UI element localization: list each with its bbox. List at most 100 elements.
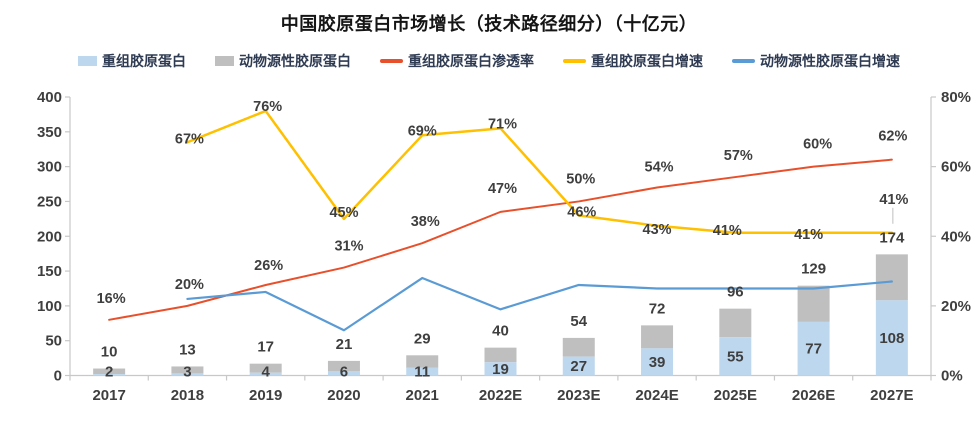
- bar-segment-label: 4: [262, 364, 271, 381]
- left-axis-tick-label: 0: [54, 368, 62, 385]
- bar-total-label: 17: [257, 339, 274, 356]
- legend-label: 重组胶原蛋白: [102, 53, 186, 69]
- line-point-label: 76%: [253, 99, 282, 115]
- right-axis-tick-label: 80%: [941, 89, 971, 106]
- line-point-label: 41%: [794, 227, 823, 243]
- x-category-label: 2024E: [635, 387, 678, 404]
- bar-segment-animal: [641, 325, 674, 349]
- bar-segment-recombinant: [562, 356, 595, 376]
- bar-segment-animal: [171, 366, 204, 374]
- bar-total-label: 29: [414, 330, 431, 347]
- bar-segment-recombinant: [641, 348, 674, 376]
- bar-segment-label: 77: [805, 341, 822, 358]
- series-line: [108, 158, 893, 321]
- legend-item-animal-growth-line: 动物源性胶原蛋白增速: [732, 51, 900, 71]
- legend-swatch-line-icon: [563, 59, 586, 63]
- bar-segment-animal: [406, 355, 439, 368]
- bar-segment-recombinant: [719, 337, 752, 376]
- chart-title: 中国胶原蛋白市场增长（技术路径细分）（十亿元）: [280, 14, 698, 34]
- right-axis-tick-label: 0%: [941, 368, 963, 385]
- x-category-label: 2021: [406, 387, 439, 404]
- bar-segment-label: 55: [727, 348, 744, 365]
- series-line: [186, 276, 893, 332]
- legend-label: 动物源性胶原蛋白: [239, 53, 351, 69]
- legend-label: 动物源性胶原蛋白增速: [760, 53, 900, 69]
- line-point-label: 26%: [254, 258, 283, 274]
- line-point-label: 31%: [334, 239, 363, 255]
- line-point-label: 16%: [97, 291, 126, 307]
- bar-segment-label: 6: [340, 364, 348, 381]
- line-point-label: 54%: [645, 160, 674, 176]
- right-axis-tick-label: 60%: [941, 159, 971, 176]
- bar-total-label: 129: [801, 261, 826, 278]
- bar-total-label: 96: [727, 284, 744, 301]
- x-category-label: 2025E: [714, 387, 757, 404]
- bar-segment-animal: [797, 285, 830, 322]
- x-category-label: 2020: [327, 387, 360, 404]
- chart-legend: 重组胶原蛋白 动物源性胶原蛋白 重组胶原蛋白渗透率 重组胶原蛋白增速 动物源性胶…: [0, 51, 978, 71]
- bar-segment-label: 39: [649, 354, 666, 371]
- left-axis-tick-label: 100: [37, 298, 62, 315]
- bar-segment-animal: [875, 254, 908, 301]
- bar-segment-recombinant: [875, 300, 908, 376]
- left-axis-tick-label: 250: [37, 193, 62, 210]
- bar-segment-animal: [249, 363, 282, 373]
- legend-swatch-bar-icon: [78, 56, 97, 66]
- x-category-label: 2019: [249, 387, 282, 404]
- line-point-label: 47%: [488, 181, 517, 197]
- bar-total-label: 40: [492, 323, 509, 340]
- bar-segment-recombinant: [327, 371, 360, 376]
- bar-segment-recombinant: [406, 367, 439, 376]
- bar-segment-animal: [484, 347, 517, 363]
- legend-label: 重组胶原蛋白增速: [591, 53, 703, 69]
- line-point-label: 62%: [878, 129, 907, 145]
- legend-item-animal-bar: 动物源性胶原蛋白: [215, 51, 351, 71]
- legend-swatch-line-icon: [380, 59, 403, 63]
- bar-segment-recombinant: [797, 321, 830, 376]
- line-point-label: 60%: [803, 137, 832, 153]
- bar-segment-recombinant: [93, 374, 126, 376]
- x-category-label: 2027E: [870, 387, 913, 404]
- bar-segment-animal: [719, 308, 752, 338]
- bar-total-label: 54: [570, 313, 587, 330]
- right-axis-tick-label: 20%: [941, 298, 971, 315]
- bar-segment-recombinant: [249, 372, 282, 376]
- x-category-label: 2022E: [479, 387, 522, 404]
- line-point-label: 57%: [724, 148, 753, 164]
- bar-segment-recombinant: [171, 373, 204, 376]
- bar-segment-recombinant: [484, 362, 517, 376]
- legend-item-penetration-line: 重组胶原蛋白渗透率: [380, 51, 534, 71]
- left-axis-tick-label: 400: [37, 89, 62, 106]
- right-axis-tick-label: 40%: [941, 228, 971, 245]
- bar-segment-label: 2: [105, 364, 113, 381]
- line-point-label: 43%: [643, 222, 672, 238]
- bar-total-label: 10: [101, 344, 118, 361]
- x-category-label: 2026E: [792, 387, 835, 404]
- bar-segment-label: 19: [492, 361, 509, 378]
- bar-total-label: 21: [336, 336, 353, 353]
- left-axis-tick-label: 300: [37, 159, 62, 176]
- legend-item-recombinant-bar: 重组胶原蛋白: [78, 51, 186, 71]
- bar-segment-label: 27: [570, 358, 587, 375]
- bar-segment-label: 3: [183, 364, 191, 381]
- bar-total-label: 13: [179, 341, 196, 358]
- line-point-label: 69%: [408, 123, 437, 139]
- left-axis-tick-label: 200: [37, 228, 62, 245]
- x-category-label: 2023E: [557, 387, 600, 404]
- bar-total-label: 174: [879, 229, 905, 246]
- line-point-label: 67%: [175, 131, 204, 147]
- legend-item-recombinant-growth-line: 重组胶原蛋白增速: [563, 51, 703, 71]
- legend-swatch-line-icon: [732, 59, 755, 63]
- bar-segment-animal: [327, 360, 360, 372]
- line-point-label: 20%: [175, 277, 204, 293]
- line-point-label: 50%: [566, 171, 595, 187]
- bar-total-label: 72: [649, 300, 666, 317]
- legend-label: 重组胶原蛋白渗透率: [408, 53, 534, 69]
- line-point-label: 38%: [411, 214, 440, 230]
- left-axis-tick-label: 50: [45, 333, 62, 350]
- left-axis-tick-label: 150: [37, 263, 62, 280]
- line-point-label: 46%: [567, 204, 596, 220]
- bar-segment-animal: [93, 368, 126, 375]
- legend-swatch-bar-icon: [215, 56, 234, 66]
